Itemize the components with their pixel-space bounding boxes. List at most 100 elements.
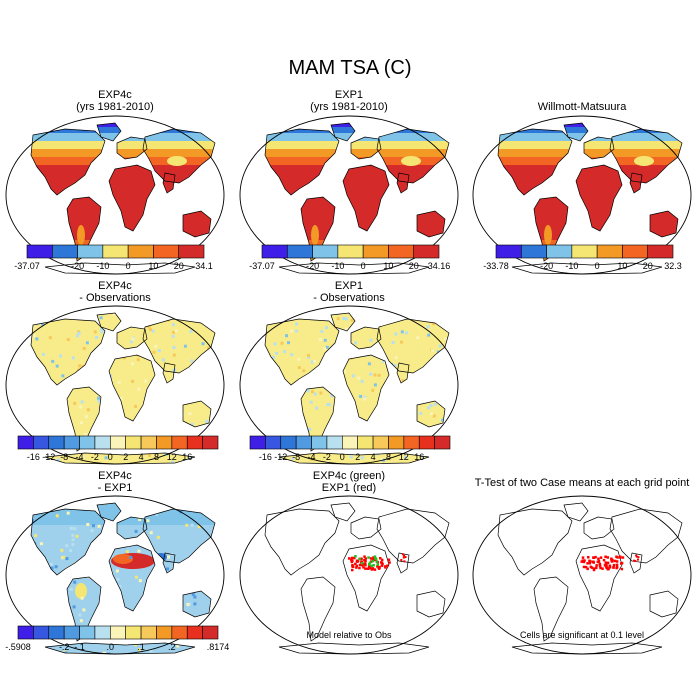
colorbar-tick-label: 2 — [123, 452, 128, 462]
colorbar-tick-label: -12 — [274, 452, 287, 462]
coastline-asia — [609, 508, 683, 564]
coastlines — [264, 502, 450, 655]
colorbar-tick-label: 34.1 — [195, 261, 213, 271]
colorbar-swatch — [156, 435, 173, 450]
colorbar-swatch — [249, 435, 266, 450]
colorbar-swatch — [596, 244, 623, 259]
colorbar-swatch — [63, 435, 80, 450]
coastline-antarctica — [278, 452, 430, 465]
coastline-australia — [416, 590, 446, 618]
colorbar-swatch — [202, 625, 219, 640]
panel4-title: EXP4c — [98, 280, 132, 292]
colorbar-tick-label: -37.07 — [14, 261, 40, 271]
colorbar-tick-label: -.2 — [59, 642, 70, 652]
coastline-asia — [609, 128, 683, 184]
map-panel-9 — [472, 495, 692, 655]
coastline-asia — [376, 318, 450, 374]
colorbar-swatch — [48, 435, 65, 450]
colorbar-swatch — [102, 244, 129, 259]
colorbar-tick-label: 0 — [126, 261, 131, 271]
coastline-antarctica — [44, 452, 196, 465]
colorbar-tick-label: 0 — [340, 452, 345, 462]
coastline-europe — [350, 516, 382, 540]
temperature-field — [498, 123, 682, 261]
coastline-greenland — [96, 502, 122, 522]
colorbar-swatch — [63, 625, 80, 640]
cells-note: Cells are significant at 0.1 level — [520, 630, 644, 640]
coastline-india — [162, 362, 176, 384]
colorbar-tick-label: 0 — [595, 261, 600, 271]
coastline-africa — [108, 354, 156, 422]
colorbar-tick-label: 4 — [371, 452, 376, 462]
coastline-antarctica — [511, 262, 663, 275]
colorbar-swatch — [110, 625, 126, 640]
coastline-australia — [649, 590, 679, 618]
coastline-india — [396, 172, 410, 194]
colorbar-swatch — [125, 435, 142, 450]
colorbar-tick-label: 32.3 — [664, 261, 682, 271]
panel7-subtitle: - EXP1 — [98, 482, 133, 494]
temperature-field — [265, 123, 449, 261]
coastline-australia — [416, 210, 446, 238]
colorbar-swatch — [286, 244, 313, 259]
colorbar-swatch — [140, 625, 157, 640]
coastline-north-america — [30, 128, 106, 196]
colorbar-tick-label: -10 — [331, 261, 344, 271]
colorbar-tick-label: -16 — [259, 452, 272, 462]
coastline-europe — [583, 136, 615, 160]
colorbar-swatch — [311, 435, 328, 450]
colorbar-tick-label: .0 — [107, 642, 115, 652]
colorbar-tick-label: -2 — [323, 452, 331, 462]
colorbar-swatch — [388, 244, 415, 259]
coastline-india — [629, 552, 643, 574]
colorbar-tick-label: -12 — [42, 452, 55, 462]
coastline-antarctica — [44, 262, 196, 275]
colorbar-swatch — [48, 625, 65, 640]
colorbar-1: -37.07 -20 -10 0 10 20 34.1 — [14, 244, 213, 271]
coastline-north-america — [30, 508, 106, 576]
map-frame — [472, 115, 692, 275]
coastline-antarctica — [278, 262, 430, 275]
coastline-africa — [342, 544, 390, 612]
coastline-greenland — [96, 122, 122, 142]
coastline-india — [396, 552, 410, 574]
model-note: Model relative to Obs — [306, 630, 392, 640]
panel5-title: EXP1 — [335, 280, 363, 292]
coastline-north-america — [264, 318, 340, 386]
colorbar-swatch — [622, 244, 649, 259]
colorbar-tick-label: -8 — [60, 452, 68, 462]
coastline-greenland — [330, 502, 356, 522]
panel8-title: EXP4c (green) — [313, 470, 385, 482]
coastlines — [497, 502, 683, 655]
colorbar-2: -37.07 -20 -10 0 10 20 34.16 — [249, 244, 450, 271]
colorbar-swatch — [372, 435, 389, 450]
colorbar-tick-label: .1 — [137, 642, 145, 652]
map-panel-8 — [239, 495, 459, 655]
map-frame — [472, 495, 692, 655]
coastline-africa — [342, 164, 390, 232]
coastline-australia — [416, 400, 446, 428]
colorbar-tick-label: .8174 — [207, 642, 230, 652]
colorbar-swatch — [342, 435, 358, 450]
coastline-north-america — [264, 128, 340, 196]
colorbar-swatch — [647, 244, 674, 259]
coastline-australia — [182, 590, 212, 618]
coastline-antarctica — [44, 642, 196, 655]
colorbar-tick-label: 20 — [174, 261, 184, 271]
colorbar-swatch — [77, 244, 104, 259]
coastlines — [497, 122, 683, 275]
colorbar-swatch — [17, 435, 34, 450]
panel1-subtitle: (yrs 1981-2010) — [76, 101, 154, 113]
coastline-africa — [108, 544, 156, 612]
map-frame — [5, 115, 225, 275]
coastline-greenland — [563, 502, 589, 522]
coastline-greenland — [96, 312, 122, 332]
colorbar-swatch — [186, 625, 203, 640]
coastlines — [30, 312, 216, 465]
colorbar-tick-label: 12 — [167, 452, 177, 462]
coastline-asia — [142, 128, 216, 184]
colorbar-tick-label: 2 — [355, 452, 360, 462]
colorbar-swatch — [388, 435, 405, 450]
colorbar-3: -33.78 -20 -10 0 10 20 32.3 — [483, 244, 682, 271]
colorbar-swatch — [357, 435, 374, 450]
